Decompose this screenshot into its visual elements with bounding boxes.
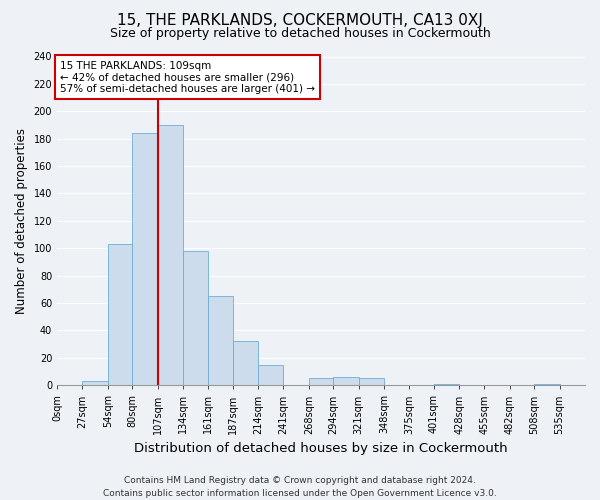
Bar	[333, 377, 359, 386]
Bar	[534, 384, 560, 386]
Bar	[258, 364, 283, 386]
Text: 15 THE PARKLANDS: 109sqm
← 42% of detached houses are smaller (296)
57% of semi-: 15 THE PARKLANDS: 109sqm ← 42% of detach…	[60, 60, 315, 94]
Bar	[132, 133, 158, 386]
Bar	[208, 296, 233, 386]
Bar	[359, 378, 384, 386]
X-axis label: Distribution of detached houses by size in Cockermouth: Distribution of detached houses by size …	[134, 442, 508, 455]
Bar	[82, 381, 108, 386]
Bar	[183, 251, 208, 386]
Bar	[158, 125, 183, 386]
Y-axis label: Number of detached properties: Number of detached properties	[15, 128, 28, 314]
Bar	[434, 384, 459, 386]
Bar	[309, 378, 333, 386]
Bar	[233, 342, 258, 386]
Text: Size of property relative to detached houses in Cockermouth: Size of property relative to detached ho…	[110, 28, 490, 40]
Text: Contains HM Land Registry data © Crown copyright and database right 2024.
Contai: Contains HM Land Registry data © Crown c…	[103, 476, 497, 498]
Text: 15, THE PARKLANDS, COCKERMOUTH, CA13 0XJ: 15, THE PARKLANDS, COCKERMOUTH, CA13 0XJ	[117, 12, 483, 28]
Bar	[108, 244, 132, 386]
